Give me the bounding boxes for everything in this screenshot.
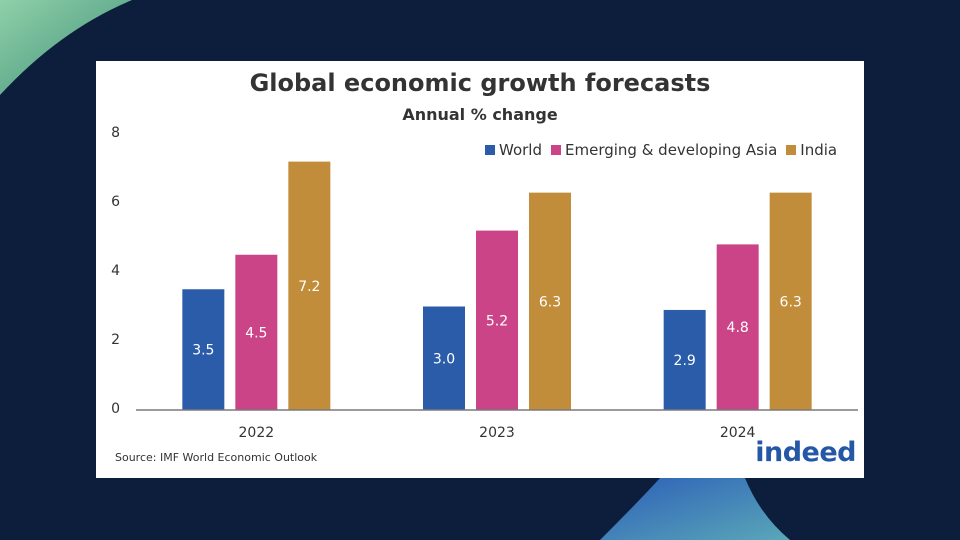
chart-title: Global economic growth forecasts bbox=[249, 69, 711, 97]
bar-emerging-developing-asia-2024 bbox=[716, 244, 759, 410]
x-tick-label: 2023 bbox=[479, 425, 515, 441]
bar-world-2024 bbox=[663, 309, 706, 410]
bar-emerging-developing-asia-2023 bbox=[476, 230, 518, 410]
source-note: Source: IMF World Economic Outlook bbox=[115, 451, 318, 464]
data-label: 5.2 bbox=[486, 313, 508, 329]
data-label: 3.0 bbox=[433, 351, 455, 367]
x-tick-label: 2022 bbox=[238, 425, 275, 441]
data-label: 7.2 bbox=[298, 279, 320, 295]
bar-india-2022 bbox=[288, 161, 331, 410]
bar-india-2023 bbox=[529, 192, 571, 410]
bar-emerging-developing-asia-2022 bbox=[235, 254, 278, 410]
legend-swatch-india bbox=[786, 145, 797, 155]
chart-subtitle: Annual % change bbox=[402, 105, 558, 124]
corner-shape-top-left bbox=[0, 0, 132, 95]
legend-label-india: India bbox=[800, 141, 838, 159]
legend-item-india: India bbox=[786, 141, 837, 159]
y-tick-label: 4 bbox=[111, 263, 120, 279]
bar-world-2023 bbox=[423, 306, 465, 410]
data-label: 6.3 bbox=[780, 294, 802, 310]
y-tick-label: 0 bbox=[111, 401, 120, 417]
data-label: 4.5 bbox=[245, 325, 267, 341]
legend-label-asia: Emerging & developing Asia bbox=[565, 141, 778, 159]
legend-label-world: World bbox=[499, 141, 542, 159]
bar-world-2022 bbox=[182, 289, 225, 410]
legend-swatch-asia bbox=[551, 145, 561, 155]
data-label: 3.5 bbox=[192, 343, 214, 359]
data-label: 6.3 bbox=[539, 294, 561, 310]
legend-item-asia: Emerging & developing Asia bbox=[551, 141, 777, 159]
y-tick-label: 6 bbox=[111, 194, 120, 210]
data-label: 2.9 bbox=[674, 353, 696, 369]
chart-card: Global economic growth forecasts Annual … bbox=[96, 61, 864, 478]
y-tick-label: 8 bbox=[111, 125, 120, 141]
legend-item-world: World bbox=[485, 141, 542, 159]
corner-shape-bottom-right bbox=[600, 478, 790, 540]
indeed-logo: indeed bbox=[755, 437, 856, 468]
x-tick-label: 2024 bbox=[719, 425, 756, 441]
bar-india-2024 bbox=[769, 192, 812, 410]
y-tick-label: 2 bbox=[111, 332, 120, 348]
legend-swatch-world bbox=[485, 145, 495, 155]
legend: World Emerging & developing Asia India bbox=[485, 141, 846, 159]
bar-plot: 3.5 4.5 7.2 3.0 5.2 6.3 2.9 4.8 6.3 bbox=[136, 161, 858, 411]
data-label: 4.8 bbox=[727, 320, 749, 336]
